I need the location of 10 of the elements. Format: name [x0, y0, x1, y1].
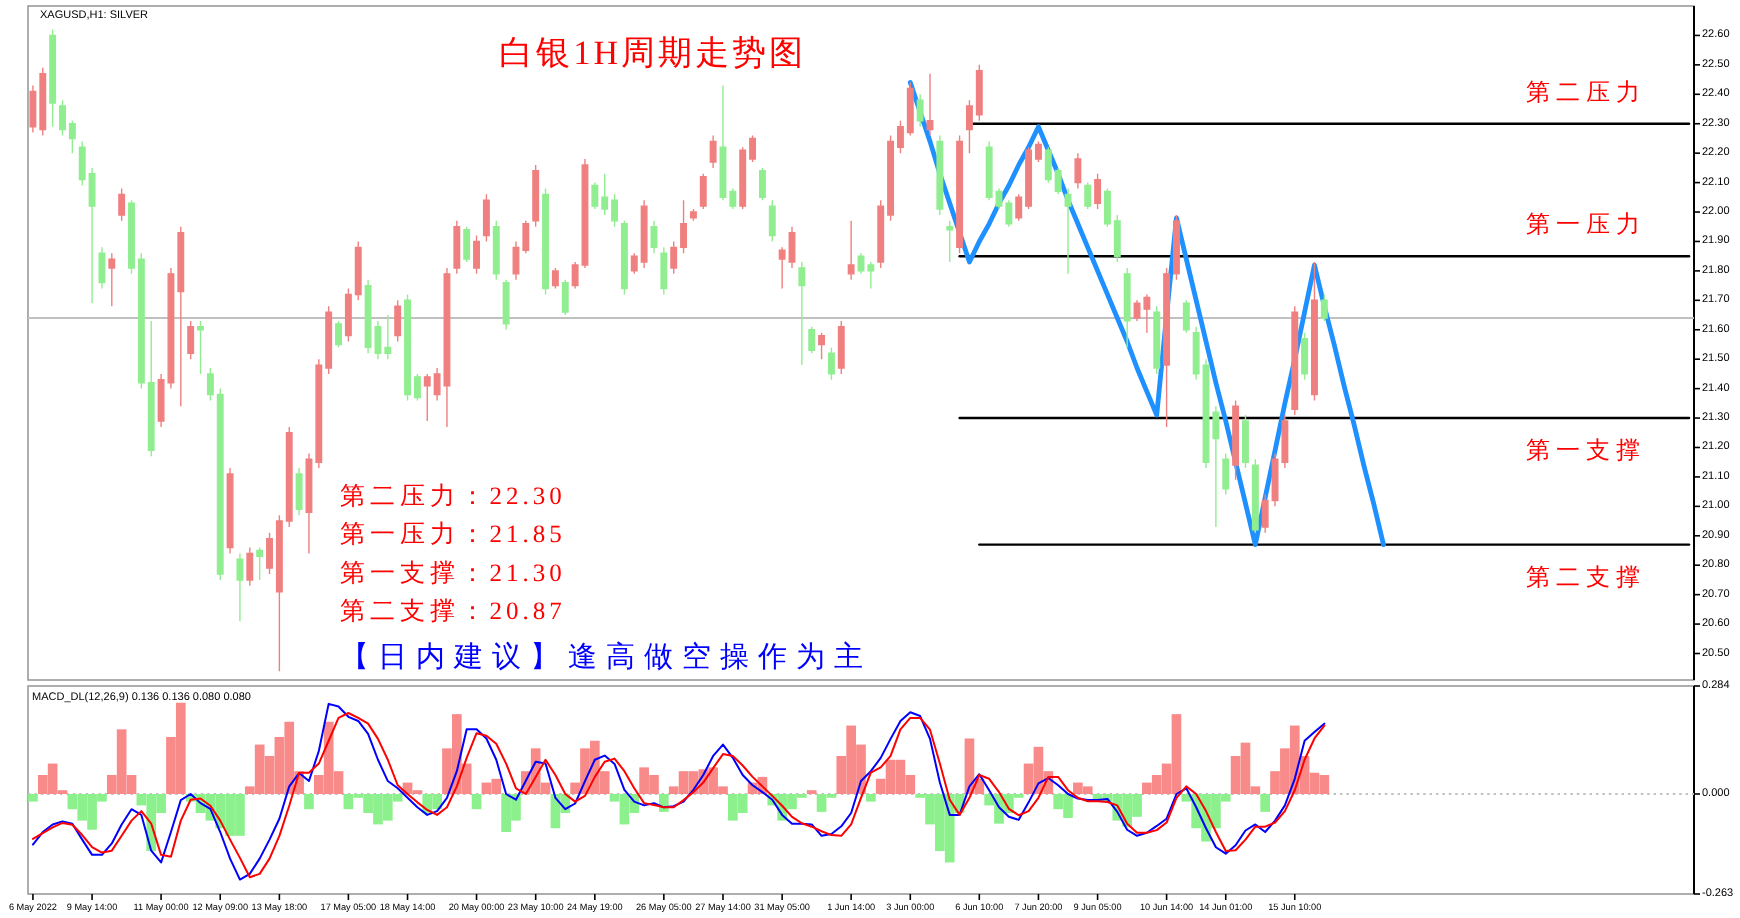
series-label: 第一压力 [1525, 210, 1646, 239]
chart-title: 白银1H周期走势图 [499, 34, 807, 72]
series-label: 第二支撑 [1525, 562, 1646, 591]
annotation: 【日内建议】逢高做空操作为主 [339, 641, 872, 674]
annotation: 第二支撑：20.87 [339, 597, 566, 626]
series-label: 第二压力 [1525, 77, 1646, 106]
annotation: 第一压力：21.85 [339, 520, 566, 549]
annotation: 第一支撑：21.30 [339, 558, 566, 587]
series-label: 第一支撑 [1525, 436, 1646, 465]
annotation: 第二压力：22.30 [339, 482, 566, 510]
